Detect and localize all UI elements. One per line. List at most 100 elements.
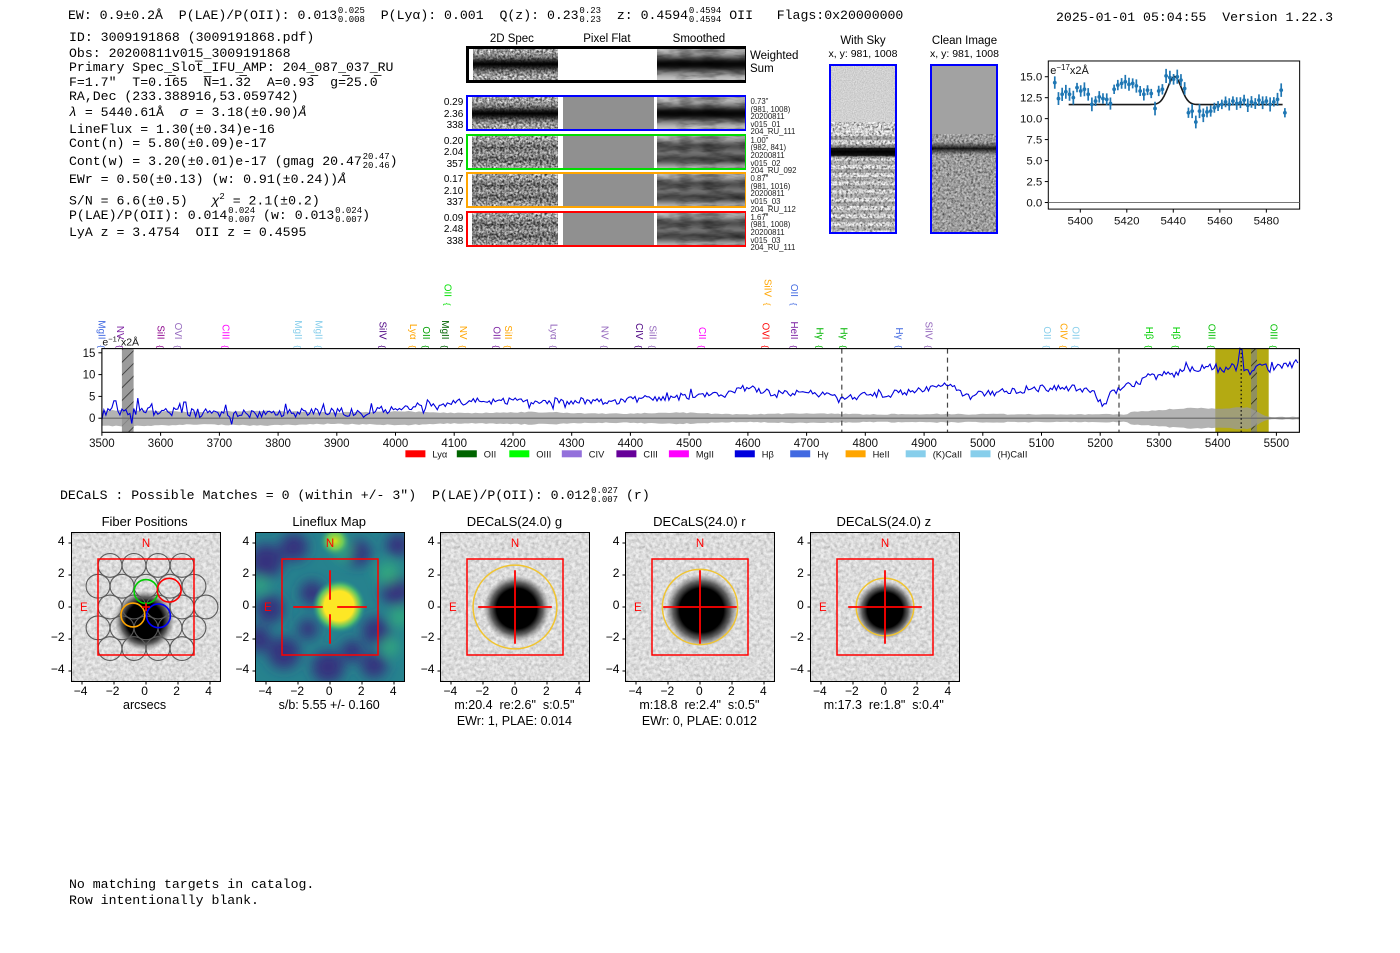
svg-text:10.0: 10.0 [1020, 113, 1042, 125]
svg-text:E: E [449, 602, 457, 614]
svg-text:OIII: OIII [1206, 324, 1217, 340]
svg-text:4000: 4000 [383, 438, 409, 450]
svg-text:(H)CaII: (H)CaII [998, 449, 1028, 459]
svg-text:MgII: MgII [439, 320, 450, 339]
svg-text:{: { [503, 345, 513, 348]
svg-text:4200: 4200 [500, 438, 526, 450]
svg-text:{: { [293, 345, 303, 348]
svg-text:Lyα: Lyα [547, 324, 558, 340]
svg-text:{: { [491, 345, 501, 348]
svg-text:N: N [696, 538, 704, 550]
svg-text:3900: 3900 [324, 438, 350, 450]
svg-text:(K)CaII: (K)CaII [933, 449, 962, 459]
svg-text:N: N [511, 538, 519, 550]
svg-text:{: { [648, 345, 658, 348]
svg-text:{: { [97, 345, 107, 348]
svg-text:{: { [1070, 345, 1080, 348]
svg-text:CIV: CIV [633, 323, 644, 340]
svg-text:4900: 4900 [911, 438, 937, 450]
svg-text:{: { [1171, 345, 1181, 348]
svg-text:Hβ: Hβ [762, 449, 774, 459]
svg-text:5300: 5300 [1146, 438, 1172, 450]
svg-text:{: { [760, 345, 770, 348]
svg-text:Hβ: Hβ [1170, 327, 1181, 340]
svg-text:{: { [789, 303, 799, 306]
svg-text:5420: 5420 [1114, 215, 1140, 227]
svg-text:E: E [80, 602, 88, 614]
svg-text:E: E [634, 602, 642, 614]
svg-text:MgII: MgII [312, 320, 323, 339]
svg-text:OII: OII [442, 284, 453, 297]
svg-text:Hβ: Hβ [1143, 327, 1154, 340]
svg-text:OIII: OIII [1267, 324, 1278, 340]
svg-text:{: { [221, 345, 231, 348]
svg-text:0: 0 [89, 413, 95, 425]
svg-text:{: { [408, 345, 418, 348]
svg-text:4300: 4300 [559, 438, 585, 450]
svg-text:5.0: 5.0 [1027, 155, 1043, 167]
svg-text:{: { [115, 345, 125, 348]
svg-text:{: { [458, 345, 468, 348]
svg-text:3600: 3600 [148, 438, 174, 450]
svg-text:5480: 5480 [1254, 215, 1280, 227]
svg-text:N: N [326, 538, 334, 550]
svg-text:7.5: 7.5 [1027, 134, 1043, 146]
svg-text:OII: OII [1041, 326, 1052, 339]
svg-text:SiIV: SiIV [376, 322, 387, 340]
svg-text:{: { [697, 345, 707, 348]
svg-text:SiIV: SiIV [923, 322, 934, 340]
svg-text:15: 15 [83, 348, 96, 360]
svg-text:Hγ: Hγ [817, 449, 829, 459]
svg-text:CII: CII [696, 327, 707, 340]
svg-text:OII: OII [420, 326, 431, 339]
svg-text:OVI: OVI [172, 323, 183, 340]
svg-text:CIV: CIV [1058, 323, 1069, 340]
svg-text:5460: 5460 [1207, 215, 1233, 227]
svg-text:Lyα: Lyα [432, 449, 447, 459]
svg-text:{: { [313, 345, 323, 348]
svg-text:3700: 3700 [207, 438, 233, 450]
svg-text:10: 10 [83, 370, 96, 382]
svg-text:4100: 4100 [441, 438, 467, 450]
svg-text:SiII: SiII [647, 325, 658, 339]
svg-text:CIII: CIII [220, 324, 231, 339]
svg-text:{: { [763, 303, 773, 306]
svg-text:OII: OII [484, 449, 496, 459]
svg-text:HeII: HeII [788, 322, 799, 340]
svg-text:{: { [1144, 345, 1154, 348]
svg-text:5400: 5400 [1068, 215, 1094, 227]
svg-text:MgII: MgII [96, 320, 107, 339]
svg-text:4700: 4700 [794, 438, 820, 450]
svg-text:MgII: MgII [696, 449, 714, 459]
svg-text:{: { [443, 303, 453, 306]
svg-text:NV: NV [598, 326, 609, 340]
svg-text:5440: 5440 [1161, 215, 1187, 227]
svg-text:4600: 4600 [735, 438, 761, 450]
svg-text:{: { [599, 345, 609, 348]
svg-text:{: { [814, 345, 824, 348]
svg-text:{: { [1059, 345, 1069, 348]
svg-text:{: { [894, 345, 904, 348]
svg-text:{: { [440, 345, 450, 348]
svg-text:{: { [1268, 345, 1278, 348]
svg-text:N: N [141, 538, 149, 550]
svg-text:SiII: SiII [502, 325, 513, 339]
svg-text:{: { [548, 345, 558, 348]
svg-text:Lyα: Lyα [407, 324, 418, 340]
svg-text:Hγ: Hγ [837, 328, 848, 340]
svg-text:5100: 5100 [1029, 438, 1055, 450]
svg-text:MgII: MgII [292, 320, 303, 339]
svg-text:CIII: CIII [643, 449, 657, 459]
svg-text:SiIV: SiIV [762, 279, 773, 297]
svg-text:HeII: HeII [873, 449, 890, 459]
svg-text:12.5: 12.5 [1020, 92, 1042, 104]
svg-text:{: { [155, 345, 165, 348]
svg-text:N: N [881, 538, 889, 550]
svg-text:OVI: OVI [759, 323, 770, 340]
svg-text:3500: 3500 [89, 438, 115, 450]
svg-text:3800: 3800 [265, 438, 291, 450]
svg-text:{: { [1042, 345, 1052, 348]
svg-text:{: { [1207, 345, 1217, 348]
svg-text:2.5: 2.5 [1027, 176, 1043, 188]
svg-text:5000: 5000 [970, 438, 996, 450]
